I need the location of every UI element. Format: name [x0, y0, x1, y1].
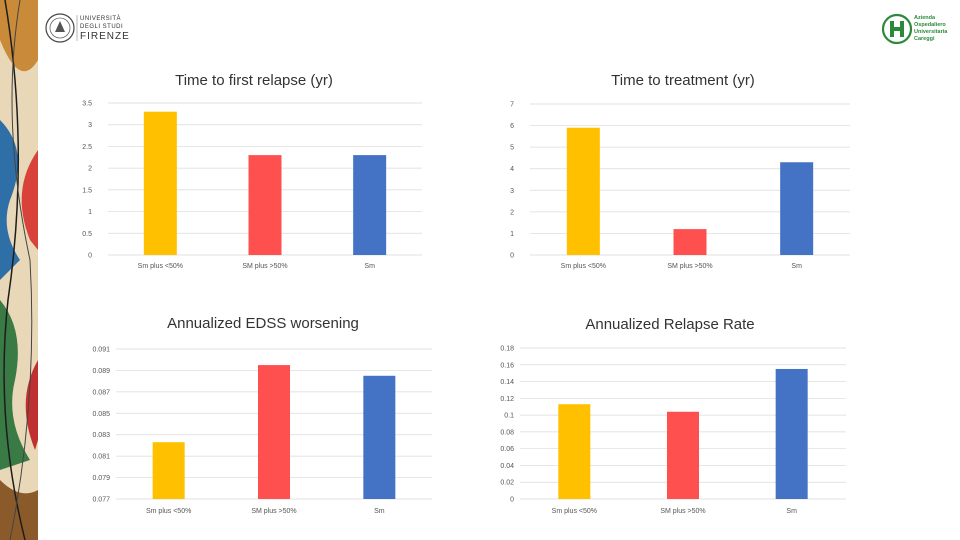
relapse-rate-chart-title: Annualized Relapse Rate	[585, 316, 754, 333]
edss-worsening-y-tick-label: 0.081	[92, 454, 110, 461]
edss-worsening-category-label: Sm	[374, 508, 385, 515]
treatment-time-y-tick-label: 3	[510, 188, 514, 195]
relapse-time-category-label: Sm	[364, 263, 375, 270]
relapse-time-category-label: Sm plus <50%	[138, 263, 183, 270]
treatment-time-y-tick-label: 6	[510, 123, 514, 130]
relapse-rate-category-label: Sm	[786, 508, 797, 515]
edss-worsening-y-tick-label: 0.091	[92, 347, 110, 354]
relapse-rate-y-tick-label: 0.08	[500, 429, 514, 436]
edss-worsening-bar-2	[258, 365, 290, 499]
hospital-line-2: Ospedaliero	[914, 22, 946, 28]
relapse-time-y-tick-label: 0	[88, 253, 92, 260]
hospital-line-3: Universitaria	[914, 29, 948, 35]
edss-worsening-y-tick-label: 0.079	[92, 475, 110, 482]
treatment-time-bar-1	[566, 127, 600, 255]
relapse-rate-y-tick-label: 0.12	[500, 396, 514, 403]
treatment-time-category-label: SM plus >50%	[667, 263, 712, 270]
relapse-rate-y-tick-label: 0.14	[500, 379, 514, 386]
relapse-time-y-tick-label: 3	[88, 122, 92, 129]
relapse-rate-y-tick-label: 0.02	[500, 480, 514, 487]
university-seal-logo	[45, 13, 78, 43]
edss-worsening-y-tick-label: 0.089	[92, 368, 110, 375]
relapse-time-bar-3	[353, 155, 387, 255]
relapse-time-y-tick-label: 1.5	[82, 187, 92, 194]
edss-worsening-chart-title: Annualized EDSS worsening	[167, 315, 359, 332]
relapse-time-chart-title: Time to first relapse (yr)	[175, 72, 333, 89]
hospital-line-1: Azienda	[914, 15, 936, 21]
treatment-time-bar-3	[780, 162, 814, 255]
relapse-rate-y-tick-label: 0	[510, 497, 514, 504]
relapse-rate-bar-1	[558, 404, 591, 499]
edss-worsening-y-tick-label: 0.085	[92, 411, 110, 418]
relapse-time-category-label: SM plus >50%	[242, 263, 287, 270]
treatment-time-y-tick-label: 0	[510, 253, 514, 260]
relapse-time-y-tick-label: 0.5	[82, 231, 92, 238]
relapse-rate-y-tick-label: 0.04	[500, 463, 514, 470]
relapse-time-bar-2	[248, 155, 282, 255]
treatment-time-category-label: Sm	[791, 263, 802, 270]
edss-worsening-category-label: Sm plus <50%	[146, 508, 191, 515]
hospital-line-4: Careggi	[914, 36, 935, 42]
relapse-rate-bar-3	[775, 368, 808, 499]
hospital-name: Azienda Ospedaliero Universitaria Caregg…	[914, 15, 947, 43]
edss-worsening-y-tick-label: 0.077	[92, 497, 110, 504]
university-name: UNIVERSITÀ DEGLI STUDI FIRENZE	[80, 15, 130, 42]
relapse-rate-y-tick-label: 0.18	[500, 346, 514, 353]
edss-worsening-bar-3	[363, 375, 396, 499]
edss-worsening-category-label: SM plus >50%	[251, 508, 296, 515]
decorative-art-strip	[0, 0, 38, 540]
edss-worsening-y-tick-label: 0.083	[92, 432, 110, 439]
university-line-2: DEGLI STUDI	[80, 24, 124, 30]
relapse-time-y-tick-label: 3.5	[82, 101, 92, 108]
treatment-time-bar-2	[673, 229, 707, 255]
treatment-time-chart-title: Time to treatment (yr)	[611, 72, 755, 89]
treatment-time-y-tick-label: 2	[510, 209, 514, 216]
relapse-time-y-tick-label: 2	[88, 166, 92, 173]
treatment-time-y-tick-label: 5	[510, 145, 514, 152]
treatment-time-y-tick-label: 7	[510, 102, 514, 109]
relapse-time-bar-1	[143, 111, 177, 255]
relapse-rate-y-tick-label: 0.16	[500, 362, 514, 369]
treatment-time-category-label: Sm plus <50%	[561, 263, 606, 270]
relapse-rate-y-tick-label: 0.06	[500, 446, 514, 453]
edss-worsening-bar-1	[152, 442, 185, 499]
treatment-time-y-tick-label: 1	[510, 231, 514, 238]
relapse-rate-bar-2	[667, 411, 699, 499]
relapse-rate-y-tick-label: 0.1	[504, 413, 514, 420]
treatment-time-y-tick-label: 4	[510, 166, 514, 173]
university-line-1: UNIVERSITÀ	[80, 16, 122, 22]
hospital-logo	[881, 13, 913, 45]
relapse-rate-category-label: SM plus >50%	[660, 508, 705, 515]
relapse-time-y-tick-label: 1	[88, 209, 92, 216]
relapse-rate-category-label: Sm plus <50%	[552, 508, 597, 515]
university-line-3: FIRENZE	[80, 31, 130, 42]
relapse-time-y-tick-label: 2.5	[82, 144, 92, 151]
edss-worsening-y-tick-label: 0.087	[92, 389, 110, 396]
